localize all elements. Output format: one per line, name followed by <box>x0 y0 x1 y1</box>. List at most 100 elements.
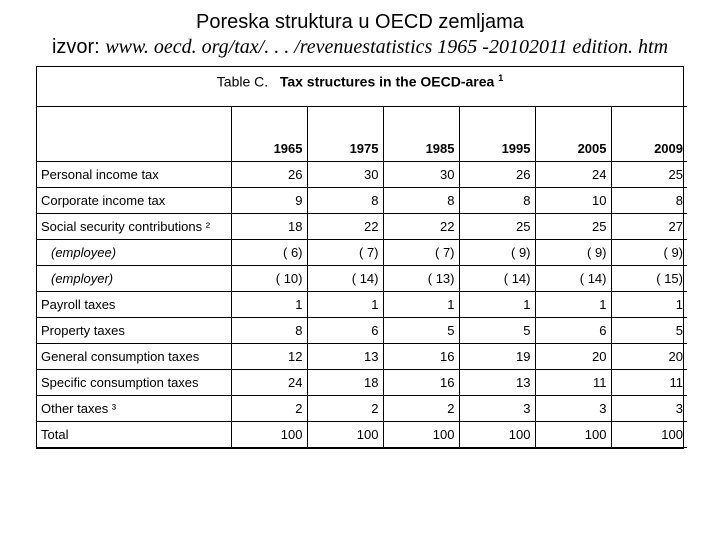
cell-value: 5 <box>383 317 459 343</box>
cell-value: 100 <box>459 421 535 447</box>
col-header: 1975 <box>307 106 383 161</box>
table-caption: Table C. Tax structures in the OECD-area… <box>37 67 683 106</box>
table-row: General consumption taxes121316192020 <box>37 343 687 369</box>
data-table: 1965 1975 1985 1995 2005 2009 Personal i… <box>37 106 687 448</box>
cell-value: 2 <box>231 395 307 421</box>
cell-value: ( 14) <box>307 265 383 291</box>
row-label: Specific consumption taxes <box>37 369 231 395</box>
cell-value: 20 <box>535 343 611 369</box>
cell-value: 25 <box>535 213 611 239</box>
cell-value: 26 <box>459 161 535 187</box>
caption-main: Tax structures in the OECD-area <box>280 74 494 90</box>
caption-footnote: 1 <box>498 73 503 83</box>
cell-value: 5 <box>611 317 687 343</box>
col-header: 1985 <box>383 106 459 161</box>
cell-value: ( 14) <box>459 265 535 291</box>
row-label: Total <box>37 421 231 447</box>
table-row: (employer)( 10)( 14)( 13)( 14)( 14)( 15) <box>37 265 687 291</box>
title: Poreska struktura u OECD zemljama <box>36 10 684 35</box>
cell-value: ( 9) <box>459 239 535 265</box>
cell-value: 25 <box>459 213 535 239</box>
col-header: 2009 <box>611 106 687 161</box>
cell-value: 9 <box>231 187 307 213</box>
cell-value: 11 <box>611 369 687 395</box>
row-label: Property taxes <box>37 317 231 343</box>
cell-value: ( 7) <box>383 239 459 265</box>
cell-value: 8 <box>459 187 535 213</box>
col-header: 2005 <box>535 106 611 161</box>
cell-value: 30 <box>383 161 459 187</box>
cell-value: 1 <box>231 291 307 317</box>
cell-value: 13 <box>307 343 383 369</box>
cell-value: 16 <box>383 343 459 369</box>
cell-value: 1 <box>383 291 459 317</box>
cell-value: ( 13) <box>383 265 459 291</box>
cell-value: 100 <box>307 421 383 447</box>
table-row: (employee)( 6)( 7)( 7)( 9)( 9)( 9) <box>37 239 687 265</box>
cell-value: 11 <box>535 369 611 395</box>
cell-value: 2 <box>307 395 383 421</box>
table-row: Property taxes865565 <box>37 317 687 343</box>
source-label: izvor: <box>52 36 100 58</box>
cell-value: 24 <box>231 369 307 395</box>
table-row: Specific consumption taxes241816131111 <box>37 369 687 395</box>
cell-value: 12 <box>231 343 307 369</box>
header-blank <box>37 106 231 161</box>
cell-value: 25 <box>611 161 687 187</box>
cell-value: 100 <box>535 421 611 447</box>
table-row: Corporate income tax9888108 <box>37 187 687 213</box>
table-row: Payroll taxes111111 <box>37 291 687 317</box>
cell-value: 24 <box>535 161 611 187</box>
cell-value: 18 <box>307 369 383 395</box>
cell-value: 1 <box>535 291 611 317</box>
cell-value: 3 <box>535 395 611 421</box>
cell-value: 13 <box>459 369 535 395</box>
cell-value: 5 <box>459 317 535 343</box>
caption-prefix: Table C. <box>217 74 268 90</box>
cell-value: 22 <box>307 213 383 239</box>
cell-value: ( 6) <box>231 239 307 265</box>
cell-value: 18 <box>231 213 307 239</box>
cell-value: 8 <box>611 187 687 213</box>
table-row: Social security contributions ²182222252… <box>37 213 687 239</box>
cell-value: 19 <box>459 343 535 369</box>
table-row: Other taxes ³222333 <box>37 395 687 421</box>
cell-value: ( 15) <box>611 265 687 291</box>
cell-value: 26 <box>231 161 307 187</box>
page-heading: Poreska struktura u OECD zemljama izvor:… <box>36 10 684 60</box>
cell-value: 20 <box>611 343 687 369</box>
table-row: Personal income tax263030262425 <box>37 161 687 187</box>
cell-value: 22 <box>383 213 459 239</box>
cell-value: 30 <box>307 161 383 187</box>
col-header: 1995 <box>459 106 535 161</box>
cell-value: ( 9) <box>611 239 687 265</box>
cell-value: 8 <box>383 187 459 213</box>
cell-value: 1 <box>611 291 687 317</box>
row-label: General consumption taxes <box>37 343 231 369</box>
cell-value: 3 <box>459 395 535 421</box>
cell-value: 100 <box>383 421 459 447</box>
cell-value: 27 <box>611 213 687 239</box>
cell-value: 8 <box>231 317 307 343</box>
row-label: (employer) <box>37 265 231 291</box>
source-url: www. oecd. org/tax/. . . /revenuestatist… <box>105 36 668 58</box>
cell-value: 8 <box>307 187 383 213</box>
cell-value: 3 <box>611 395 687 421</box>
row-label: Payroll taxes <box>37 291 231 317</box>
row-label: Personal income tax <box>37 161 231 187</box>
cell-value: 2 <box>383 395 459 421</box>
cell-value: 6 <box>535 317 611 343</box>
col-header: 1965 <box>231 106 307 161</box>
row-label: Social security contributions ² <box>37 213 231 239</box>
cell-value: 1 <box>307 291 383 317</box>
cell-value: ( 14) <box>535 265 611 291</box>
cell-value: ( 10) <box>231 265 307 291</box>
cell-value: 10 <box>535 187 611 213</box>
row-label: (employee) <box>37 239 231 265</box>
table-body: Personal income tax263030262425Corporate… <box>37 161 687 447</box>
table-row: Total100100100100100100 <box>37 421 687 447</box>
cell-value: ( 7) <box>307 239 383 265</box>
row-label: Corporate income tax <box>37 187 231 213</box>
cell-value: ( 9) <box>535 239 611 265</box>
source-line: izvor: www. oecd. org/tax/. . . /revenue… <box>36 35 684 60</box>
